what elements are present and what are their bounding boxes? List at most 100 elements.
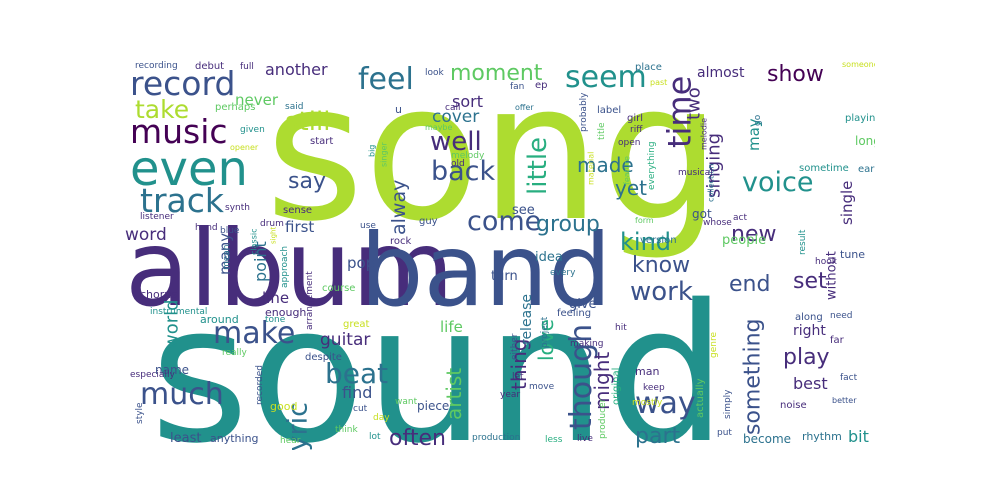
- word-well: well: [430, 127, 482, 157]
- word-simply: simply: [723, 389, 733, 419]
- word-along: along: [795, 312, 823, 323]
- word-play: play: [783, 345, 830, 370]
- word-make: make: [213, 316, 295, 351]
- word-time: time: [661, 76, 699, 148]
- word-become: become: [743, 432, 791, 446]
- word-label: label: [597, 105, 621, 116]
- word-melody: melody: [451, 151, 485, 161]
- word-place: place: [635, 62, 662, 73]
- word-old: old: [451, 159, 465, 169]
- word-still: still: [285, 107, 330, 137]
- word-take: take: [135, 95, 189, 124]
- word-go: go: [753, 114, 763, 126]
- word-open: open: [618, 138, 640, 148]
- word-work: work: [630, 277, 693, 307]
- word-line: line: [262, 289, 289, 307]
- word-find: find: [342, 383, 372, 402]
- word-beat: beat: [325, 357, 388, 390]
- word-turn: turn: [491, 269, 518, 284]
- word-offer: offer: [515, 103, 534, 112]
- word-riff: riff: [630, 125, 643, 135]
- word-hear: hear: [280, 436, 301, 446]
- word-lot: lot: [369, 432, 381, 442]
- word-given: given: [240, 125, 265, 135]
- word-record: record: [130, 64, 235, 103]
- word-full: full: [240, 62, 254, 72]
- word-mean: mean: [222, 244, 232, 270]
- word-fan: fan: [510, 82, 524, 92]
- word-year: year: [500, 390, 520, 400]
- word-classic: classic: [249, 229, 258, 255]
- word-recorded: recorded: [255, 365, 265, 405]
- word-anything: anything: [210, 432, 259, 445]
- word-either: either: [510, 333, 520, 360]
- word-someone: someone: [842, 60, 875, 69]
- word-think: think: [335, 425, 358, 435]
- word-release: release: [519, 294, 535, 345]
- word-sight: sight: [270, 227, 278, 244]
- word-material: material: [586, 152, 595, 185]
- word-making: making: [570, 339, 603, 349]
- word-idea: idea: [535, 250, 563, 265]
- word-especially: especially: [130, 370, 175, 380]
- word-without: without: [824, 251, 839, 300]
- word-see: see: [512, 203, 535, 218]
- word-production: production: [472, 433, 520, 443]
- word-artist: artist: [442, 368, 466, 420]
- word-noise: noise: [780, 400, 807, 411]
- word-better: better: [832, 396, 857, 405]
- word-keep: keep: [643, 383, 665, 393]
- word-arrangement: arrangement: [305, 271, 315, 330]
- word-start: start: [310, 136, 333, 147]
- word-another: another: [265, 60, 328, 79]
- word-track: track: [140, 181, 225, 220]
- word-sound: sound: [150, 264, 727, 450]
- word-playing: playing: [845, 113, 875, 124]
- word-seem: seem: [565, 60, 647, 95]
- word-moment: moment: [450, 61, 543, 86]
- word-move: move: [529, 382, 555, 392]
- word-group: group: [536, 212, 600, 237]
- word-way: way: [635, 386, 696, 421]
- word-even: even: [130, 141, 248, 197]
- word-guy: guy: [419, 216, 438, 227]
- word-great: great: [343, 319, 370, 330]
- word-yet: yet: [615, 176, 647, 200]
- word-part: part: [635, 424, 680, 449]
- word-come: come: [467, 206, 541, 237]
- word-much: much: [140, 377, 224, 412]
- word-version: version: [640, 235, 677, 246]
- word-may: may: [745, 118, 763, 151]
- word-maybe: maybe: [425, 123, 453, 132]
- word-big: big: [367, 145, 376, 157]
- word-instrumental: instrumental: [150, 307, 207, 317]
- word-sort: sort: [452, 92, 483, 111]
- word-might: might: [590, 352, 614, 410]
- word-far: far: [830, 335, 845, 346]
- word-u: u: [395, 103, 402, 116]
- word-end: end: [729, 272, 770, 297]
- word-enough: enough: [265, 306, 306, 319]
- word-course: course: [322, 283, 355, 294]
- word-people: people: [722, 233, 766, 248]
- word-pop: pop: [347, 254, 375, 272]
- word-melodie: melodie: [699, 118, 708, 150]
- word-style: style: [135, 402, 145, 424]
- word-drum: drum: [260, 219, 284, 229]
- word-guitar: guitar: [320, 330, 370, 350]
- word-give: give: [569, 297, 597, 312]
- word-best: best: [793, 374, 828, 393]
- word-man: man: [635, 365, 659, 378]
- word-single: single: [838, 181, 856, 225]
- word-rock: rock: [390, 236, 412, 247]
- word-kind: kind: [620, 228, 671, 256]
- word-day: day: [373, 413, 390, 423]
- word-around: around: [200, 313, 239, 326]
- word-need: need: [830, 311, 853, 321]
- word-recording: recording: [135, 61, 178, 71]
- word-early: early: [858, 164, 875, 175]
- word-sometime: sometime: [799, 163, 849, 174]
- word-least: least: [170, 431, 201, 446]
- word-music: music: [130, 112, 228, 151]
